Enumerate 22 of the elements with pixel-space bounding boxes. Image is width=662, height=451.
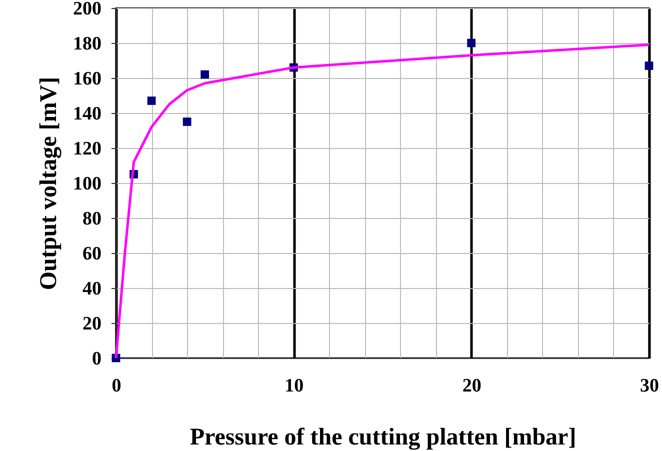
x-tick-label: 20 — [462, 376, 482, 396]
x-tick-label: 10 — [284, 376, 304, 396]
point — [147, 96, 156, 105]
y-tick-label: 160 — [73, 68, 102, 90]
x-tick-label: 30 — [640, 376, 659, 396]
point — [182, 118, 192, 126]
y-tick-label: 60 — [82, 244, 102, 264]
x-axis-title: Pressure of the cutting platten [mbar] — [190, 424, 576, 450]
point — [200, 70, 210, 79]
y-tick-label: 80 — [82, 208, 102, 230]
y-tick-label: 100 — [73, 174, 102, 194]
y-tick-label: 0 — [92, 348, 102, 370]
y-axis-title: Output voltage [mV] — [36, 76, 62, 290]
y-tick-label: 140 — [73, 104, 102, 124]
y-tick-label: 40 — [82, 278, 102, 300]
x-tick-label: 0 — [112, 376, 122, 396]
y-tick-label: 20 — [82, 314, 102, 334]
y-tick-label: 180 — [73, 34, 102, 54]
point — [467, 38, 476, 48]
y-tick-label: 200 — [73, 0, 102, 20]
point — [644, 62, 654, 70]
y-tick-label: 120 — [73, 138, 102, 160]
